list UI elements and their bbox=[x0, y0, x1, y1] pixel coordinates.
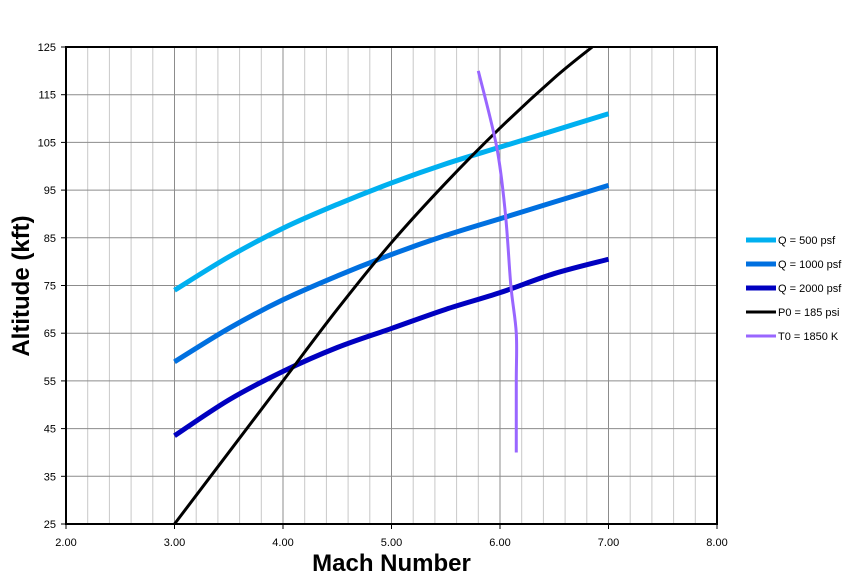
series-layer bbox=[173, 45, 610, 525]
x-tick-label: 5.00 bbox=[381, 537, 402, 549]
y-tick-label: 75 bbox=[44, 281, 56, 293]
legend-label-q-500-psf: Q = 500 psf bbox=[778, 235, 836, 247]
series-line-q-500-psf bbox=[173, 111, 610, 293]
x-tick-label: 8.00 bbox=[706, 537, 727, 549]
legend-label-t0-1850-k: T0 = 1850 K bbox=[778, 331, 839, 343]
x-axis-title: Mach Number bbox=[312, 550, 471, 577]
x-tick-label: 3.00 bbox=[164, 537, 185, 549]
series-line-t0-1850-k bbox=[476, 70, 519, 453]
y-axis-tick-labels: 25 35 45 55 65 75 85 95 105 115 125 bbox=[38, 42, 66, 531]
y-tick-label: 115 bbox=[38, 90, 56, 102]
legend-label-q-1000-psf: Q = 1000 psf bbox=[778, 259, 842, 271]
x-tick-label: 4.00 bbox=[272, 537, 293, 549]
y-tick-label: 105 bbox=[38, 137, 56, 149]
y-tick-label: 45 bbox=[44, 424, 56, 436]
legend-label-q-2000-psf: Q = 2000 psf bbox=[778, 283, 842, 295]
y-tick-label: 25 bbox=[44, 519, 56, 531]
y-tick-label: 65 bbox=[44, 328, 56, 340]
y-tick-label: 35 bbox=[44, 471, 56, 483]
x-axis-tick-labels: 2.00 3.00 4.00 5.00 6.00 7.00 8.00 bbox=[55, 524, 728, 549]
series-line-q-1000-psf bbox=[173, 182, 610, 364]
legend-label-p0-185-psi: P0 = 185 psi bbox=[778, 307, 839, 319]
y-axis-title: Altitude (kft) bbox=[8, 215, 35, 356]
x-tick-label: 6.00 bbox=[489, 537, 510, 549]
x-tick-label: 7.00 bbox=[598, 537, 619, 549]
series-line-q-2000-psf bbox=[173, 256, 610, 438]
y-tick-label: 55 bbox=[44, 376, 56, 388]
y-tick-label: 125 bbox=[38, 42, 56, 54]
series-line-p0-185-psi bbox=[173, 45, 594, 525]
y-tick-label: 95 bbox=[44, 185, 56, 197]
legend: Q = 500 psf Q = 1000 psf Q = 2000 psf P0 = … bbox=[746, 235, 842, 343]
x-tick-label: 2.00 bbox=[55, 537, 76, 549]
y-tick-label: 85 bbox=[44, 233, 56, 245]
